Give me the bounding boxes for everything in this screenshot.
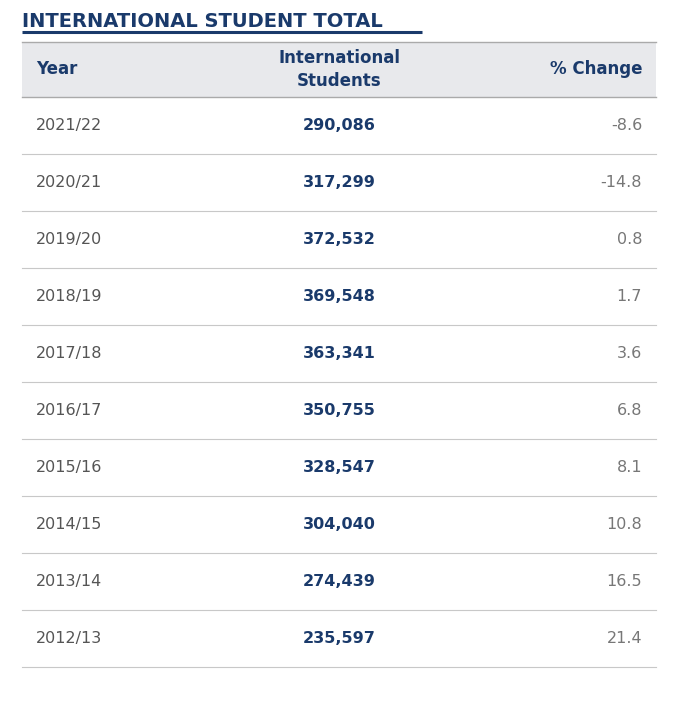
Text: 235,597: 235,597 (303, 631, 375, 646)
Text: 304,040: 304,040 (303, 517, 375, 532)
Text: 6.8: 6.8 (617, 403, 642, 418)
Text: -14.8: -14.8 (601, 175, 642, 190)
Text: -8.6: -8.6 (611, 118, 642, 133)
Text: 2014/15: 2014/15 (36, 517, 102, 532)
Bar (22, 553, 656, 610)
Bar (22, 268, 656, 325)
Text: 8.1: 8.1 (617, 460, 642, 475)
Text: 1.7: 1.7 (617, 289, 642, 304)
Bar (22, 610, 656, 667)
Text: 2017/18: 2017/18 (36, 346, 102, 361)
Bar (22, 97, 656, 154)
Text: 369,548: 369,548 (303, 289, 375, 304)
Text: International
Students: International Students (278, 49, 400, 90)
Text: 2015/16: 2015/16 (36, 460, 102, 475)
Text: 2013/14: 2013/14 (36, 574, 102, 589)
Text: 16.5: 16.5 (607, 574, 642, 589)
Text: 2012/13: 2012/13 (36, 631, 102, 646)
Text: 350,755: 350,755 (303, 403, 375, 418)
Bar (22, 439, 656, 496)
Text: 2016/17: 2016/17 (36, 403, 102, 418)
Bar (22, 211, 656, 268)
Text: 0.8: 0.8 (617, 232, 642, 247)
Text: 3.6: 3.6 (617, 346, 642, 361)
Bar (22, 496, 656, 553)
Bar (22, 382, 656, 439)
Text: 274,439: 274,439 (303, 574, 375, 589)
Text: 290,086: 290,086 (303, 118, 375, 133)
Text: 363,341: 363,341 (303, 346, 375, 361)
Text: 2018/19: 2018/19 (36, 289, 102, 304)
Text: 21.4: 21.4 (607, 631, 642, 646)
Bar (22, 42, 656, 97)
Text: 317,299: 317,299 (303, 175, 375, 190)
Text: 328,547: 328,547 (303, 460, 375, 475)
Text: 372,532: 372,532 (303, 232, 375, 247)
Text: % Change: % Change (549, 60, 642, 79)
Text: 2020/21: 2020/21 (36, 175, 102, 190)
Text: 2021/22: 2021/22 (36, 118, 102, 133)
Bar (22, 154, 656, 211)
Text: INTERNATIONAL STUDENT TOTAL: INTERNATIONAL STUDENT TOTAL (22, 12, 383, 31)
Bar (22, 325, 656, 382)
Text: Year: Year (36, 60, 78, 79)
Text: 10.8: 10.8 (606, 517, 642, 532)
Text: 2019/20: 2019/20 (36, 232, 102, 247)
